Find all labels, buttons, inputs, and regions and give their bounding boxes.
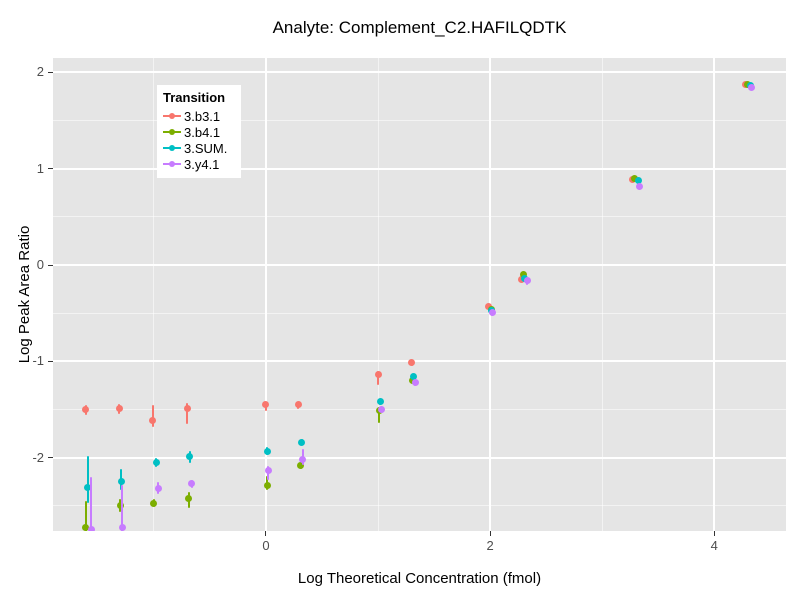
error-bar	[90, 477, 93, 531]
data-point	[185, 494, 193, 502]
data-point	[408, 358, 416, 366]
data-point	[186, 453, 194, 461]
error-bar	[86, 455, 89, 504]
data-point	[84, 484, 92, 492]
y-tick-label: -2	[32, 449, 44, 465]
y-tick-mark	[48, 264, 53, 266]
y-tick-mark	[48, 457, 53, 459]
legend-item: 3.b3.1	[163, 108, 235, 124]
legend-key-point-icon	[169, 161, 175, 167]
legend-title: Transition	[163, 90, 226, 105]
gridline-horizontal-major	[53, 264, 786, 267]
x-tick-mark	[713, 531, 715, 536]
legend-key-point-icon	[169, 129, 175, 135]
legend: Transition 3.b3.1 3.b4.1 3.SUM. 3.y4.1	[157, 85, 241, 178]
x-axis-title: Log Theoretical Concentration (fmol)	[297, 570, 542, 587]
x-tick-label: 2	[486, 538, 494, 553]
gridline-vertical-minor	[601, 58, 603, 531]
data-point	[154, 485, 162, 493]
gridline-vertical-major	[713, 58, 716, 531]
gridline-vertical-major	[264, 58, 267, 531]
data-point	[149, 416, 157, 424]
legend-item-label: 3.SUM.	[184, 140, 228, 156]
data-point	[411, 379, 419, 387]
x-tick-label: 4	[710, 538, 718, 553]
gridline-horizontal-minor	[53, 120, 786, 122]
data-point	[634, 176, 642, 184]
gridline-horizontal-minor	[53, 409, 786, 411]
data-point	[410, 373, 418, 381]
x-tick-mark	[489, 531, 491, 536]
data-point	[488, 308, 496, 316]
data-point	[150, 499, 158, 507]
legend-item: 3.b4.1	[163, 124, 235, 140]
data-point	[262, 401, 270, 409]
data-point	[635, 182, 643, 190]
legend-item-label: 3.b3.1	[184, 108, 221, 124]
x-tick-mark	[265, 531, 267, 536]
y-tick-label: -1	[32, 353, 44, 369]
gridline-horizontal-major	[53, 71, 786, 74]
gridline-horizontal-minor	[53, 312, 786, 314]
gridline-vertical-minor	[153, 58, 155, 531]
data-point	[87, 525, 95, 531]
data-point	[520, 271, 528, 279]
gridline-horizontal-major	[53, 167, 786, 170]
legend-item: 3.SUM.	[163, 140, 235, 156]
legend-key-point-icon	[169, 145, 175, 151]
legend-key	[163, 158, 181, 170]
gridline-horizontal-minor	[53, 216, 786, 218]
data-point	[299, 456, 307, 464]
y-tick-label: 0	[36, 257, 44, 273]
data-point	[376, 398, 384, 406]
gridline-horizontal-major	[53, 456, 786, 459]
data-point	[82, 406, 89, 414]
legend-item-label: 3.y4.1	[184, 156, 220, 172]
error-bar	[378, 406, 381, 424]
data-point	[188, 480, 196, 488]
data-point	[297, 461, 305, 469]
error-bar	[84, 501, 87, 531]
data-point	[294, 401, 302, 409]
data-point	[523, 277, 531, 285]
data-point	[374, 371, 382, 379]
legend-key-point-icon	[169, 113, 175, 119]
data-point	[298, 438, 306, 446]
y-tick-mark	[48, 168, 53, 170]
y-tick-label: 1	[36, 160, 44, 176]
data-point	[183, 405, 191, 413]
plot-panel: Transition 3.b3.1 3.b4.1 3.SUM. 3.y4.1	[53, 58, 786, 531]
error-bar	[186, 402, 189, 425]
x-tick-label: 0	[262, 538, 270, 553]
data-point	[263, 482, 271, 490]
legend-item-label: 3.b4.1	[184, 124, 221, 140]
plot-title: Analyte: Complement_C2.HAFILQDTK	[272, 18, 567, 37]
data-point	[115, 405, 123, 413]
y-tick-mark	[48, 360, 53, 362]
legend-key	[163, 126, 181, 138]
data-point	[82, 523, 89, 531]
data-point	[377, 406, 385, 414]
data-point	[264, 466, 272, 474]
legend-key	[163, 142, 181, 154]
gridline-vertical-major	[489, 58, 492, 531]
data-point	[747, 84, 755, 92]
y-tick-mark	[48, 71, 53, 73]
data-point	[118, 523, 126, 531]
data-point	[116, 502, 124, 510]
data-point	[263, 447, 271, 455]
gridline-horizontal-major	[53, 360, 786, 363]
data-point	[152, 459, 160, 467]
gridline-horizontal-minor	[53, 505, 786, 507]
legend-item: 3.y4.1	[163, 156, 235, 172]
data-point	[117, 478, 125, 486]
gridline-vertical-minor	[377, 58, 379, 531]
legend-key	[163, 110, 181, 122]
legend-items: 3.b3.1 3.b4.1 3.SUM. 3.y4.1	[163, 108, 235, 172]
error-bar	[121, 484, 124, 531]
error-bar	[151, 404, 154, 427]
y-tick-label: 2	[36, 64, 44, 80]
